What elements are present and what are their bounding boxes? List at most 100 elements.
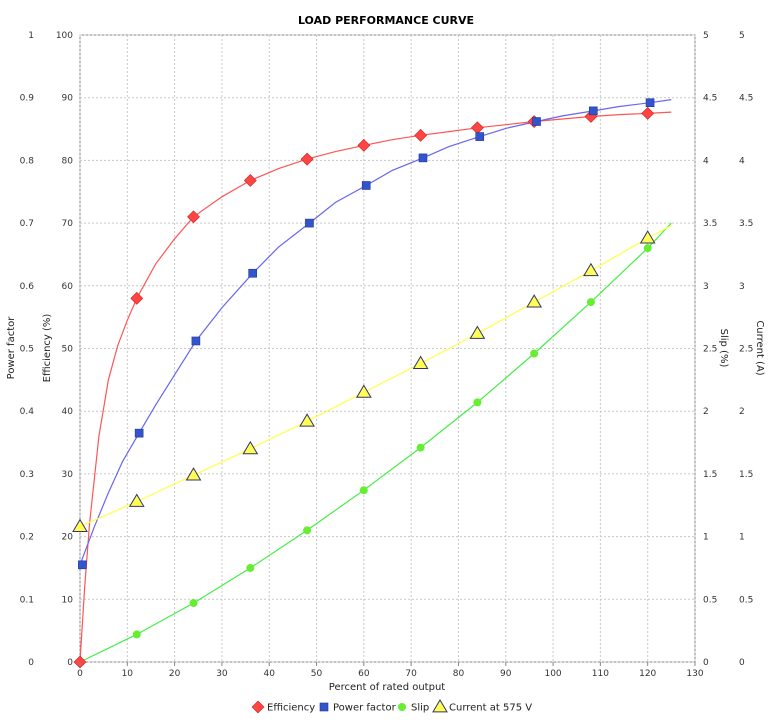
slip-point: [416, 443, 425, 452]
power-factor-tick-label: 0.3: [20, 470, 34, 480]
current-at-575-v-point: [639, 230, 656, 244]
x-tick-label: 80: [453, 669, 465, 679]
current-tick-label: 1: [739, 533, 745, 543]
slip-tick-label: 2: [703, 407, 709, 417]
x-tick-label: 0: [77, 669, 83, 679]
slip-axis-title: Slip (%): [718, 329, 729, 368]
efficiency-tick-label: 70: [62, 219, 74, 229]
series-curves: [79, 99, 672, 663]
slip-point: [189, 599, 198, 608]
legend-power-factor-label: Power factor: [333, 703, 397, 714]
x-tick-label: 10: [122, 669, 134, 679]
slip-tick-label: 3.5: [703, 219, 717, 229]
current-tick-label: 0.5: [739, 595, 753, 605]
efficiency-curve: [79, 111, 672, 663]
current-tick-label: 0: [739, 658, 745, 668]
power-factor-point: [78, 560, 87, 570]
slip-tick-label: 1.5: [703, 470, 717, 480]
slip-point: [473, 398, 482, 407]
slip-tick-label: 1: [703, 533, 709, 543]
x-tick-label: 20: [169, 669, 181, 679]
power-factor-axis-title: Power factor: [6, 316, 17, 380]
current-tick-label: 2.5: [739, 345, 753, 355]
x-tick-label: 90: [500, 669, 512, 679]
efficiency-tick-label: 60: [62, 282, 74, 292]
current-at-575-v-point: [355, 384, 372, 398]
slip-tick-label: 0.5: [703, 595, 717, 605]
right-axes: 0 0.5 1 1.5 2 2.5 3 3.5 4 4.5 5 0 0.5 1 1.5 2 2.5 3 3.5 4 4.…: [703, 31, 753, 668]
grid: [79, 34, 696, 663]
power-factor-tick-label: 1: [28, 31, 34, 41]
power-factor-tick-label: 0.4: [20, 407, 35, 417]
x-tick-label: 70: [405, 669, 417, 679]
slip-tick-label: 4: [703, 156, 709, 166]
efficiency-tick-label: 80: [62, 156, 74, 166]
slip-tick-label: 0: [703, 658, 709, 668]
chart-title: LOAD PERFORMANCE CURVE: [298, 14, 474, 27]
x-tick-label: 100: [544, 669, 561, 679]
current-tick-label: 2: [739, 407, 745, 417]
power-factor-tick-label: 0.2: [20, 533, 34, 543]
slip-tick-label: 4.5: [703, 94, 717, 104]
power-factor-tick-label: 0.9: [20, 94, 35, 104]
efficiency-point: [300, 152, 314, 166]
current-tick-label: 3.5: [739, 219, 753, 229]
x-tick-label: 30: [216, 669, 228, 679]
current-tick-label: 1.5: [739, 470, 753, 480]
legend-slip-marker: [398, 703, 406, 711]
power-factor-tick-label: 0: [28, 658, 34, 668]
power-factor-point: [191, 336, 201, 346]
power-factor-point: [134, 428, 144, 438]
current-at-575-v-point: [299, 413, 315, 427]
current-at-575-v-point: [412, 355, 429, 369]
current-at-575-v-point: [242, 440, 259, 455]
x-tick-label: 50: [311, 669, 323, 679]
slip-tick-label: 3: [703, 282, 709, 292]
efficiency-point: [357, 138, 371, 152]
legend-current-at-575-v-marker: [432, 699, 448, 713]
power-factor-point: [588, 106, 598, 116]
slip-point: [303, 526, 312, 535]
x-tick-label: 120: [639, 669, 656, 679]
current-tick-label: 4.5: [739, 94, 753, 104]
power-factor-point: [305, 218, 314, 228]
current-at-575-v-point: [185, 467, 202, 481]
slip-point: [359, 486, 368, 495]
current-at-575-v-curve: [79, 225, 672, 528]
slip-point: [643, 244, 652, 253]
x-tick-label: 40: [264, 669, 276, 679]
power-factor-tick-label: 0.5: [20, 345, 34, 355]
current-at-575-v-point: [526, 294, 543, 308]
power-factor-tick-label: 0.6: [20, 282, 35, 292]
efficiency-point: [641, 106, 655, 120]
legend-current-at-575-v-label: Current at 575 V: [449, 703, 532, 714]
current-at-575-v-point: [72, 518, 88, 532]
efficiency-tick-label: 10: [62, 595, 74, 605]
efficiency-tick-label: 20: [62, 533, 74, 543]
legend-efficiency-marker: [251, 700, 265, 714]
efficiency-tick-label: 100: [56, 31, 73, 41]
efficiency-axis-title: Efficiency (%): [42, 314, 53, 383]
efficiency-tick-label: 30: [62, 470, 74, 480]
power-factor-point: [532, 117, 541, 126]
legend: Efficiency Power factor Slip Current at 575…: [251, 699, 532, 714]
current-axis-title: Current (A): [754, 320, 765, 375]
slip-point: [246, 563, 255, 572]
slip-point: [132, 630, 141, 639]
x-tick-label: 60: [358, 669, 370, 679]
series-markers: [72, 98, 656, 669]
x-axis: 0 10 20 30 40 50 60 70 80 90 100 110 120 130: [77, 662, 704, 679]
efficiency-tick-label: 90: [62, 94, 74, 104]
efficiency-tick-label: 0: [67, 658, 73, 668]
x-tick-label: 110: [592, 669, 609, 679]
current-at-575-v-point: [128, 493, 145, 507]
current-tick-label: 3: [739, 282, 745, 292]
power-factor-point: [418, 153, 428, 163]
efficiency-point: [130, 291, 144, 305]
x-tick-label: 130: [686, 669, 703, 679]
efficiency-point: [187, 210, 200, 224]
efficiency-tick-label: 50: [62, 345, 74, 355]
efficiency-point: [414, 128, 428, 142]
power-factor-point: [475, 132, 485, 141]
